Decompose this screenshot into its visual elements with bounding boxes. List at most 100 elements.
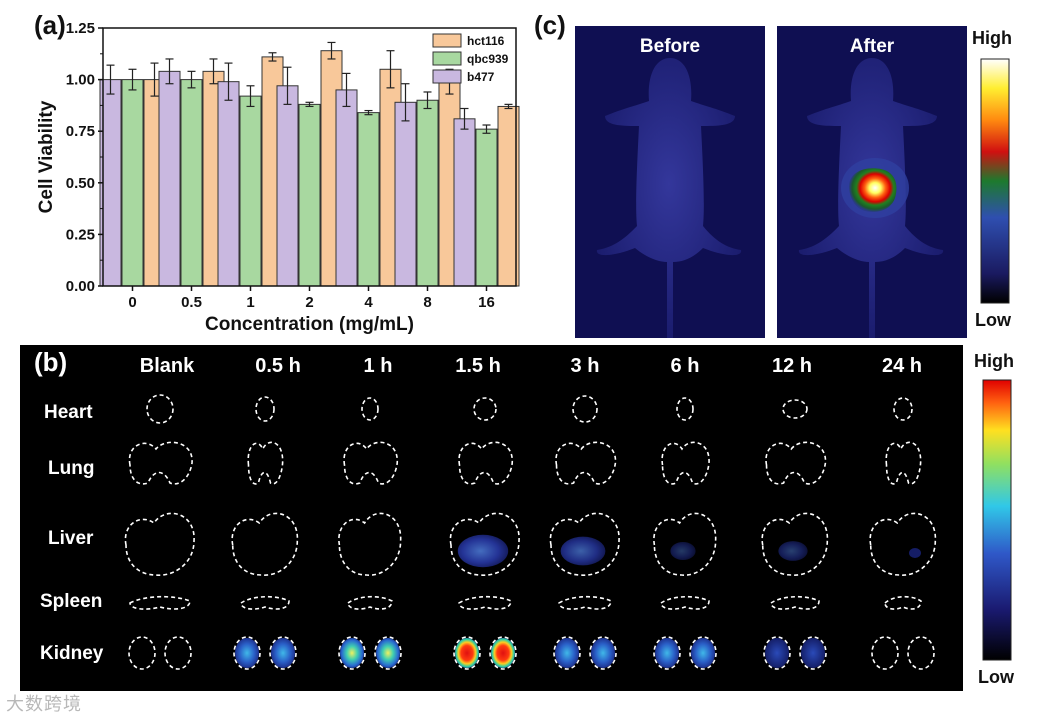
bar-b477-16 <box>453 118 476 287</box>
kidney-signal-right-05h <box>271 638 295 668</box>
heart-outline-1h <box>361 397 379 421</box>
colorbar-b-high: High <box>974 351 1014 371</box>
lung-outline-12h <box>765 441 827 485</box>
time-label-1h: 1 h <box>363 355 393 377</box>
kidney-signal-right-6h <box>691 638 715 668</box>
kidney-signal-left-12h <box>765 638 789 668</box>
y-tick-label-1.00: 1.00 <box>66 72 95 89</box>
x-tick-label-1: 1 <box>246 294 254 311</box>
spleen-outline-24h <box>884 595 922 610</box>
x-tick-label-8: 8 <box>423 294 431 311</box>
bar-qbc939-0 <box>121 79 144 287</box>
bar-b477-8 <box>394 101 417 287</box>
spleen-outline-15h <box>458 595 512 610</box>
after-label: After <box>849 36 895 57</box>
mouse-after-silhouette <box>798 58 944 338</box>
colorbar-b-container: High Low <box>968 345 1036 691</box>
y-tick-label-1.25: 1.25 <box>66 20 95 37</box>
y-tick-label-0.50: 0.50 <box>66 175 95 192</box>
liver-signal-24h <box>909 548 921 558</box>
legend-label-b477: b477 <box>467 70 495 84</box>
organ-label-spleen: Spleen <box>40 591 103 612</box>
liver-outline-Blank <box>124 512 195 576</box>
kidney-outline-left-05h <box>233 636 261 670</box>
kidney-outline-left-6h <box>653 636 681 670</box>
organ-label-kidney: Kidney <box>40 643 104 664</box>
liver-outline-6h <box>653 512 717 576</box>
kidney-signal-left-1h <box>340 638 364 668</box>
lung-outline-3h <box>555 441 617 485</box>
kidney-outline-right-05h <box>269 636 297 670</box>
kidney-outline-left-12h <box>763 636 791 670</box>
bar-qbc939-1 <box>239 95 262 287</box>
liver-signal-15h <box>457 534 509 568</box>
kidney-outline-left-15h <box>453 636 481 670</box>
organ-grid <box>124 394 937 670</box>
bar-b477-0.5 <box>158 70 181 287</box>
time-label-6h: 6 h <box>670 355 700 377</box>
whole-body-imaging-panel: Before Aft <box>575 20 1037 338</box>
legend-label-qbc939: qbc939 <box>467 52 509 66</box>
kidney-signal-right-1h <box>376 638 400 668</box>
watermark: 大数跨境 <box>6 694 82 714</box>
kidney-signal-right-15h <box>491 638 515 668</box>
x-tick-label-2: 2 <box>305 294 313 311</box>
x-tick-label-0: 0 <box>128 294 136 311</box>
x-tick-label-4: 4 <box>364 294 373 311</box>
bar-b477-2 <box>276 85 299 287</box>
bar-qbc939-2 <box>298 103 321 287</box>
organ-label-liver: Liver <box>48 528 94 549</box>
panel-label-b: (b) <box>34 347 68 377</box>
liver-outline-15h <box>449 512 520 576</box>
heart-outline-24h <box>893 397 913 421</box>
kidney-signal-left-05h <box>235 638 259 668</box>
time-label-3h: 3 h <box>570 355 600 377</box>
kidney-outline-right-Blank <box>164 636 192 670</box>
kidney-outline-right-24h <box>907 636 935 670</box>
liver-signal-12h <box>778 541 808 561</box>
time-label-0-5h: 0.5 h <box>255 355 301 377</box>
spleen-outline-3h <box>558 595 612 610</box>
liver-outline-1h <box>338 512 402 576</box>
colorbar-c <box>980 58 1010 304</box>
lung-outline-6h <box>661 441 710 485</box>
kidney-outline-right-6h <box>689 636 717 670</box>
bar-b477-4 <box>335 89 358 287</box>
spleen-outline-05h <box>240 595 290 610</box>
kidney-outline-left-24h <box>871 636 899 670</box>
kidney-outline-left-Blank <box>128 636 156 670</box>
kidney-signal-left-15h <box>455 638 479 668</box>
before-label: Before <box>639 36 701 57</box>
time-label-12h: 12 h <box>771 355 813 377</box>
kidney-signal-left-3h <box>555 638 579 668</box>
liver-signal-6h <box>670 542 696 560</box>
legend-swatch-qbc939 <box>432 51 462 66</box>
legend-swatch-hct116 <box>432 33 462 48</box>
kidney-outline-left-1h <box>338 636 366 670</box>
lung-outline-15h <box>458 441 514 485</box>
panel-label-a: (a) <box>34 10 66 40</box>
heart-outline-3h <box>572 395 598 423</box>
liver-outline-24h <box>869 512 937 576</box>
colorbar-b <box>982 379 1012 661</box>
time-label-24h: 24 h <box>881 355 923 377</box>
y-tick-label-0.00: 0.00 <box>66 278 95 295</box>
kidney-outline-right-1h <box>374 636 402 670</box>
legend-swatch-b477 <box>432 69 462 84</box>
spleen-outline-6h <box>660 595 710 610</box>
time-label-1-5h: 1.5 h <box>455 355 501 377</box>
lung-outline-Blank <box>128 441 193 485</box>
kidney-outline-left-3h <box>553 636 581 670</box>
panel-label-c: (c) <box>534 10 566 40</box>
mouse-before-silhouette <box>596 58 742 338</box>
x-axis-label: Concentration (mg/mL) <box>205 314 414 335</box>
mouse-after-image: After <box>777 26 967 338</box>
spleen-outline-Blank <box>129 595 191 610</box>
cell-viability-bar-chart: 0 0.5 1 2 4 8 16 0.00 0.25 0.50 0.75 1.00 1.25 Concen… <box>36 20 520 335</box>
heart-outline-12h <box>782 399 808 419</box>
x-tick-label-0.5: 0.5 <box>181 294 202 311</box>
x-tick-label-16: 16 <box>478 294 495 311</box>
lung-outline-05h <box>247 441 284 485</box>
y-tick-label-0.75: 0.75 <box>66 123 95 140</box>
colorbar-b-low: Low <box>978 667 1014 687</box>
